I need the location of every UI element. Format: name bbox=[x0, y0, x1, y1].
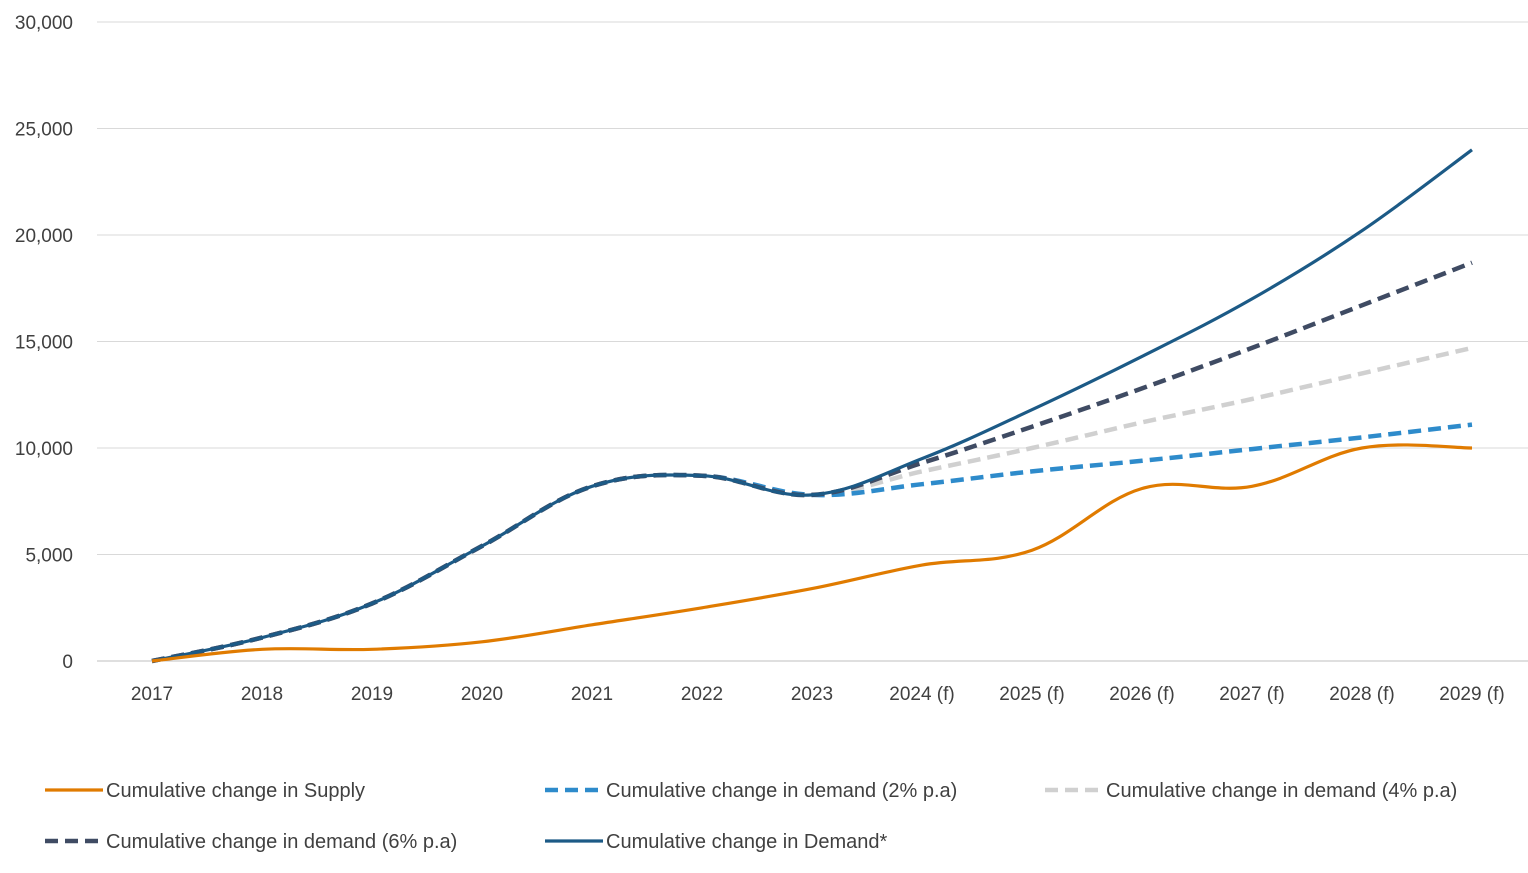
gridlines bbox=[97, 21, 1528, 662]
axes: 0 5,000 10,000 15,000 20,000 25,000 30,000 2017… bbox=[15, 13, 1505, 705]
legend-label: Cumulative change in Demand* bbox=[606, 831, 887, 853]
x-tick-label: 2025 (f) bbox=[999, 684, 1064, 705]
legend: Cumulative change in Supply Cumulative ch… bbox=[45, 780, 1457, 853]
legend-item: Cumulative change in Supply bbox=[45, 780, 365, 802]
legend-label: Cumulative change in Supply bbox=[106, 780, 365, 802]
legend-label: Cumulative change in demand (4% p.a) bbox=[1106, 780, 1457, 802]
x-tick-label: 2018 bbox=[241, 684, 283, 705]
series-line-cumulative-change-in-demand bbox=[151, 148, 1473, 663]
legend-label: Cumulative change in demand (6% p.a) bbox=[106, 831, 457, 853]
series-line-cumulative-change-in-supply bbox=[151, 443, 1473, 663]
x-tick-label: 2019 bbox=[351, 684, 393, 705]
y-tick-label: 10,000 bbox=[15, 439, 73, 460]
x-tick-label: 2026 (f) bbox=[1109, 684, 1174, 705]
x-tick-label: 2027 (f) bbox=[1219, 684, 1284, 705]
y-tick-label: 20,000 bbox=[15, 226, 73, 247]
x-tick-label: 2017 bbox=[131, 684, 173, 705]
legend-item: Cumulative change in demand (2% p.a) bbox=[545, 780, 957, 802]
x-tick-label: 2024 (f) bbox=[889, 684, 954, 705]
series-line-cumulative-change-in-demand-2-p-a bbox=[151, 422, 1473, 664]
x-tick-label: 2029 (f) bbox=[1439, 684, 1504, 705]
series-line-cumulative-change-in-demand-6-p-a bbox=[151, 260, 1473, 664]
y-tick-label: 0 bbox=[62, 652, 73, 673]
y-tick-label: 30,000 bbox=[15, 13, 73, 34]
legend-item: Cumulative change in Demand* bbox=[545, 831, 887, 853]
legend-item: Cumulative change in demand (4% p.a) bbox=[1045, 780, 1457, 802]
y-tick-label: 15,000 bbox=[15, 333, 73, 354]
legend-label: Cumulative change in demand (2% p.a) bbox=[606, 780, 957, 802]
series-lines bbox=[151, 148, 1473, 664]
x-tick-label: 2020 bbox=[461, 684, 503, 705]
x-tick-label: 2022 bbox=[681, 684, 723, 705]
x-tick-label: 2028 (f) bbox=[1329, 684, 1394, 705]
legend-item: Cumulative change in demand (6% p.a) bbox=[45, 831, 457, 853]
x-tick-label: 2023 bbox=[791, 684, 833, 705]
x-tick-label: 2021 bbox=[571, 684, 613, 705]
y-tick-label: 5,000 bbox=[25, 546, 73, 567]
y-tick-label: 25,000 bbox=[15, 120, 73, 141]
